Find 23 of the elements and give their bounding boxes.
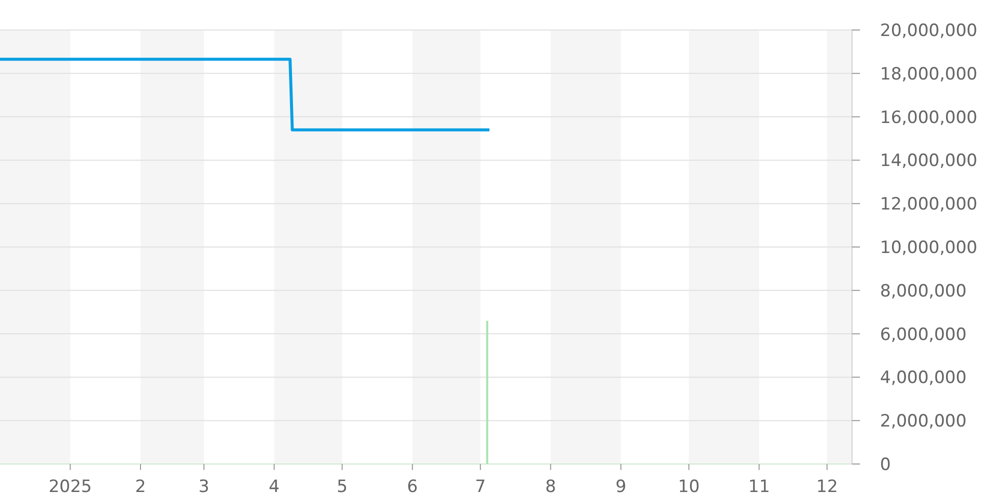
y-tick-label: 14,000,000 — [880, 151, 978, 172]
x-tick-label: 8 — [545, 477, 556, 497]
y-tick-label: 0 — [880, 454, 891, 475]
x-tick-label: 4 — [268, 477, 280, 497]
y-tick-label: 16,000,000 — [880, 108, 978, 128]
x-tick-label: 7 — [474, 477, 486, 497]
y-tick-label: 8,000,000 — [880, 281, 967, 302]
x-tick-label: 5 — [336, 477, 348, 497]
x-tick-label: 3 — [198, 477, 210, 497]
x-tick-label: 12 — [816, 477, 838, 497]
y-tick-label: 18,000,000 — [880, 64, 978, 84]
y-tick-label: 4,000,000 — [880, 368, 967, 388]
y-tick-label: 2,000,000 — [880, 412, 967, 432]
x-tick-label: 11 — [748, 477, 770, 497]
x-tick-label: 9 — [615, 477, 626, 497]
y-tick-label: 20,000,000 — [880, 20, 978, 41]
y-tick-label: 6,000,000 — [880, 324, 967, 345]
x-tick-label: 6 — [406, 477, 418, 497]
x-tick-label: 10 — [678, 477, 700, 497]
y-tick-label: 10,000,000 — [880, 238, 978, 258]
x-tick-label: 2025 — [48, 477, 92, 497]
y-tick-label: 12,000,000 — [880, 194, 978, 215]
x-tick-label: 2 — [135, 477, 146, 497]
